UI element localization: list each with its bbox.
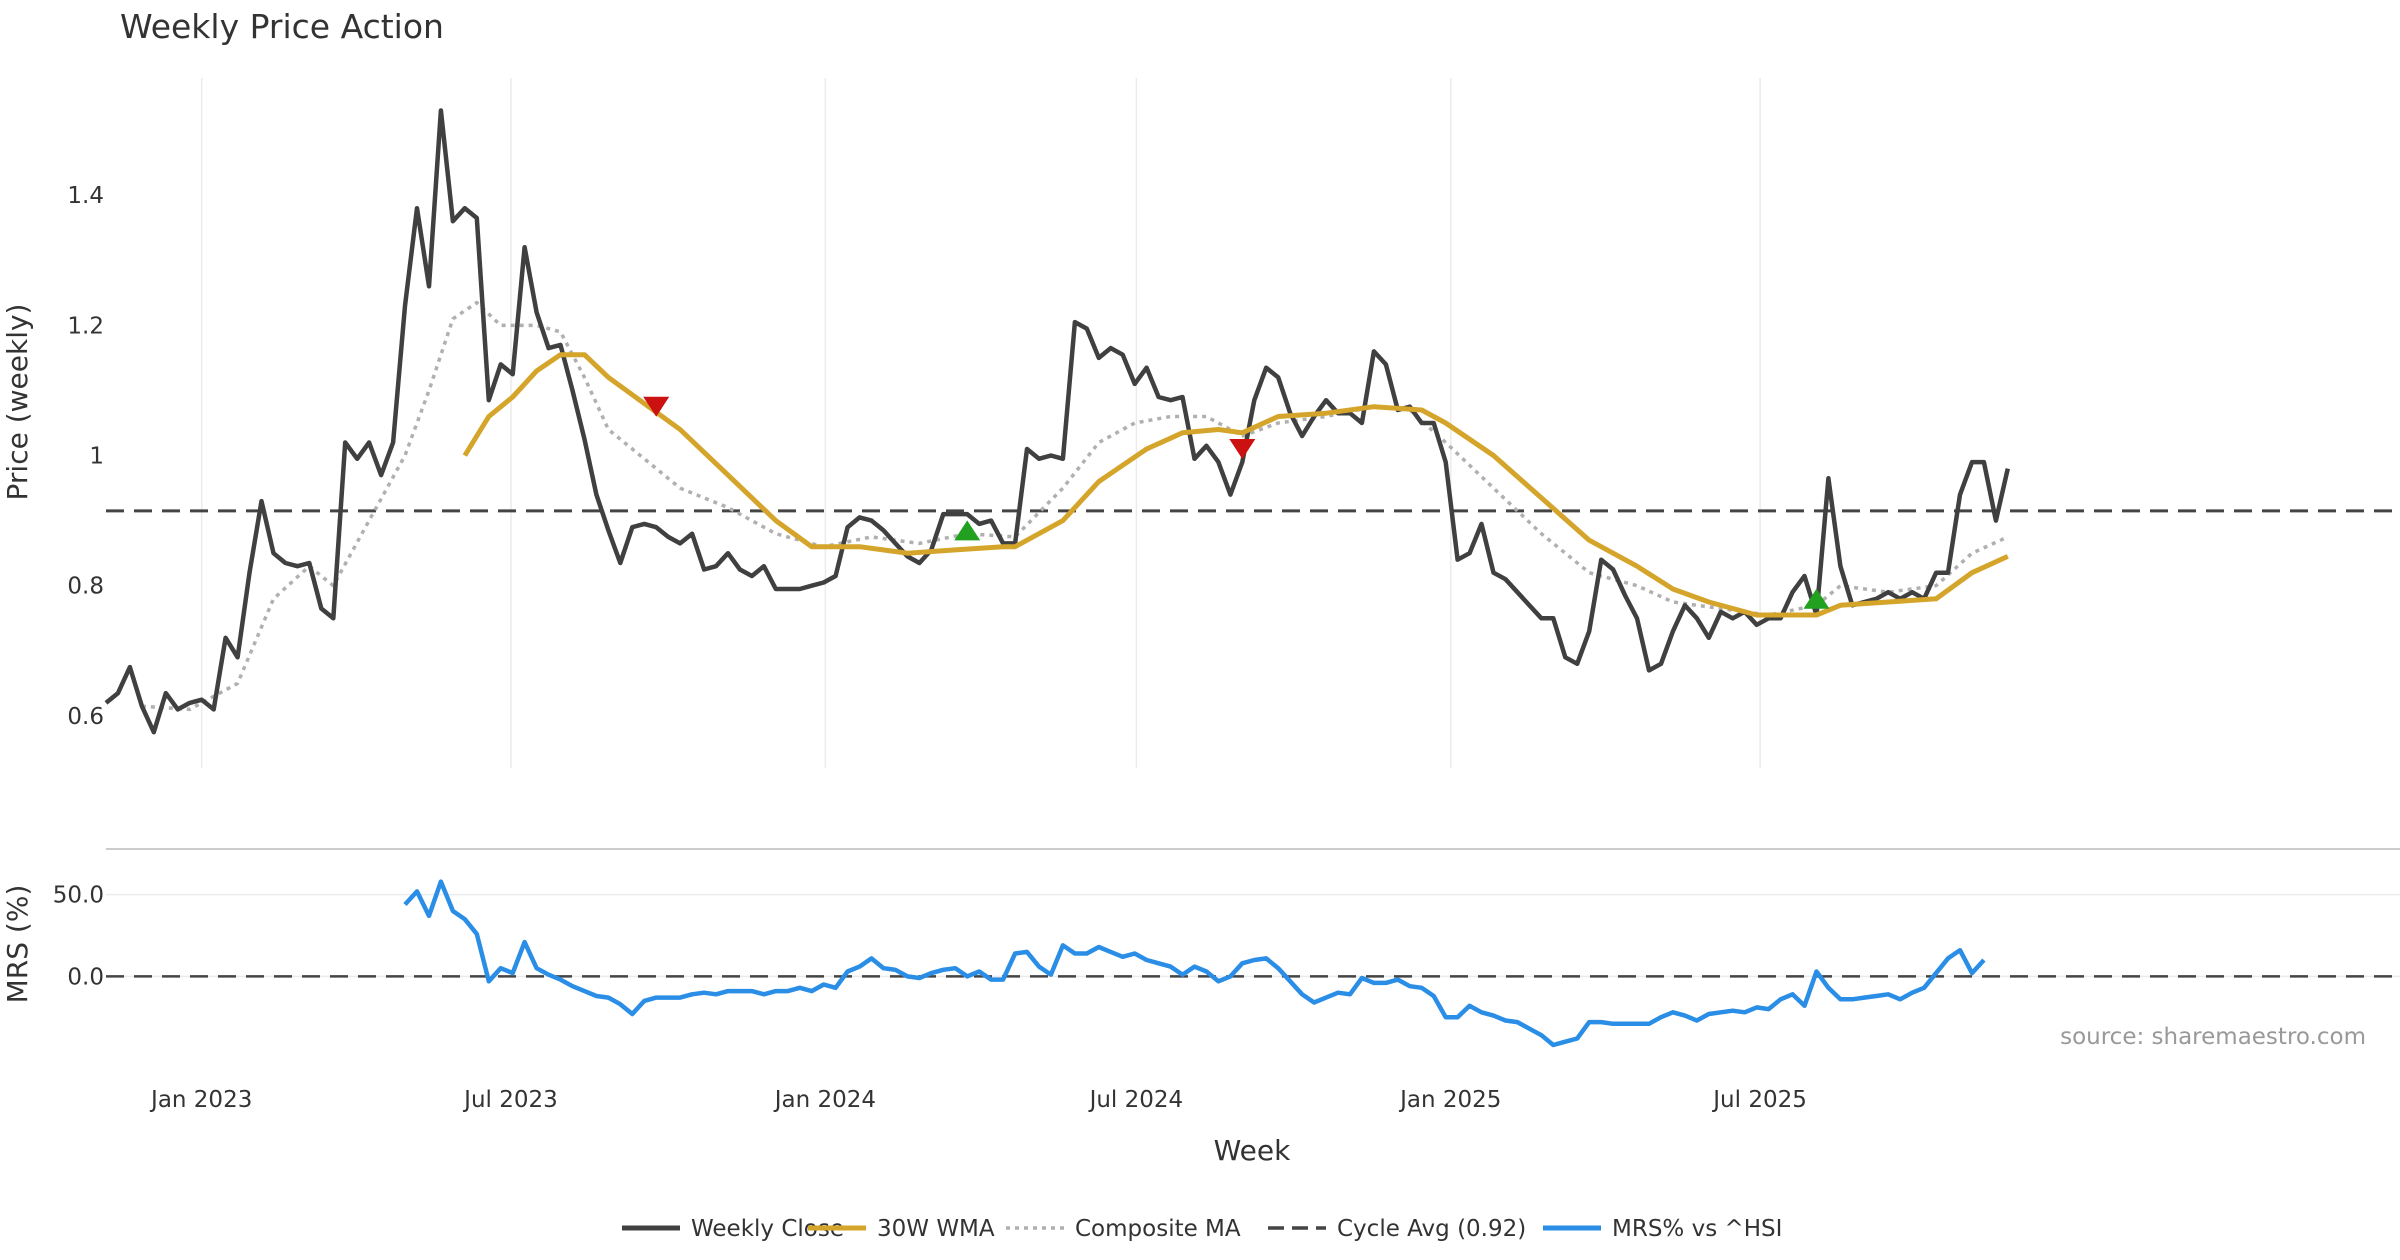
chart-title: Weekly Price Action	[120, 7, 444, 46]
y-tick-label: 1.4	[67, 183, 104, 209]
sell-signal-marker	[1229, 439, 1256, 460]
x-tick-label: Jan 2025	[1398, 1087, 1501, 1113]
legend-label: Cycle Avg (0.92)	[1337, 1216, 1526, 1242]
mrs-y-ticks: 0.0 50.0	[53, 883, 104, 991]
mrs-line	[403, 879, 1986, 1048]
x-tick-label: Jul 2024	[1088, 1087, 1184, 1113]
sell-signal-marker	[643, 396, 670, 417]
buy-signal-marker	[1803, 588, 1830, 609]
y-tick-label: 1	[89, 444, 104, 470]
series-layer	[104, 108, 2400, 1048]
x-tick-label: Jan 2023	[149, 1087, 252, 1113]
legend-label: Composite MA	[1075, 1216, 1241, 1242]
y-tick-label: 1.2	[67, 313, 104, 339]
legend-item: 30W WMA	[808, 1216, 995, 1242]
price-grid	[200, 78, 1761, 768]
legend-item: MRS% vs ^HSI	[1543, 1216, 1782, 1242]
mrs-tick-label: 0.0	[67, 964, 104, 990]
x-tick-label: Jul 2025	[1711, 1087, 1807, 1113]
y-tick-label: 0.8	[67, 574, 104, 600]
legend-label: MRS% vs ^HSI	[1612, 1216, 1782, 1242]
source-text: source: sharemaestro.com	[2060, 1024, 2366, 1050]
x-tick-label: Jul 2023	[462, 1087, 558, 1113]
x-axis-ticks: Jan 2023 Jul 2023 Jan 2024 Jul 2024 Jan 2025…	[149, 1087, 1807, 1113]
legend-item: Composite MA	[1006, 1216, 1241, 1242]
mrs-y-axis-title: MRS (%)	[1, 885, 34, 1004]
legend-item: Cycle Avg (0.92)	[1268, 1216, 1526, 1242]
wma-30w-line	[462, 352, 2009, 618]
buy-signal-marker	[954, 520, 981, 541]
x-axis-title: Week	[1214, 1134, 1291, 1167]
legend-label: 30W WMA	[877, 1216, 995, 1242]
mrs-tick-label: 50.0	[53, 883, 104, 909]
x-tick-label: Jan 2024	[773, 1087, 876, 1113]
signal-markers	[643, 396, 1830, 609]
y-tick-label: 0.6	[67, 704, 104, 730]
price-y-ticks: 0.6 0.8 1 1.2 1.4	[67, 183, 104, 730]
price-y-axis-title: Price (weekly)	[1, 304, 34, 501]
legend: Weekly Close 30W WMA Composite MA Cycle Avg…	[622, 1216, 1782, 1242]
weekly-close-line	[104, 108, 2010, 735]
